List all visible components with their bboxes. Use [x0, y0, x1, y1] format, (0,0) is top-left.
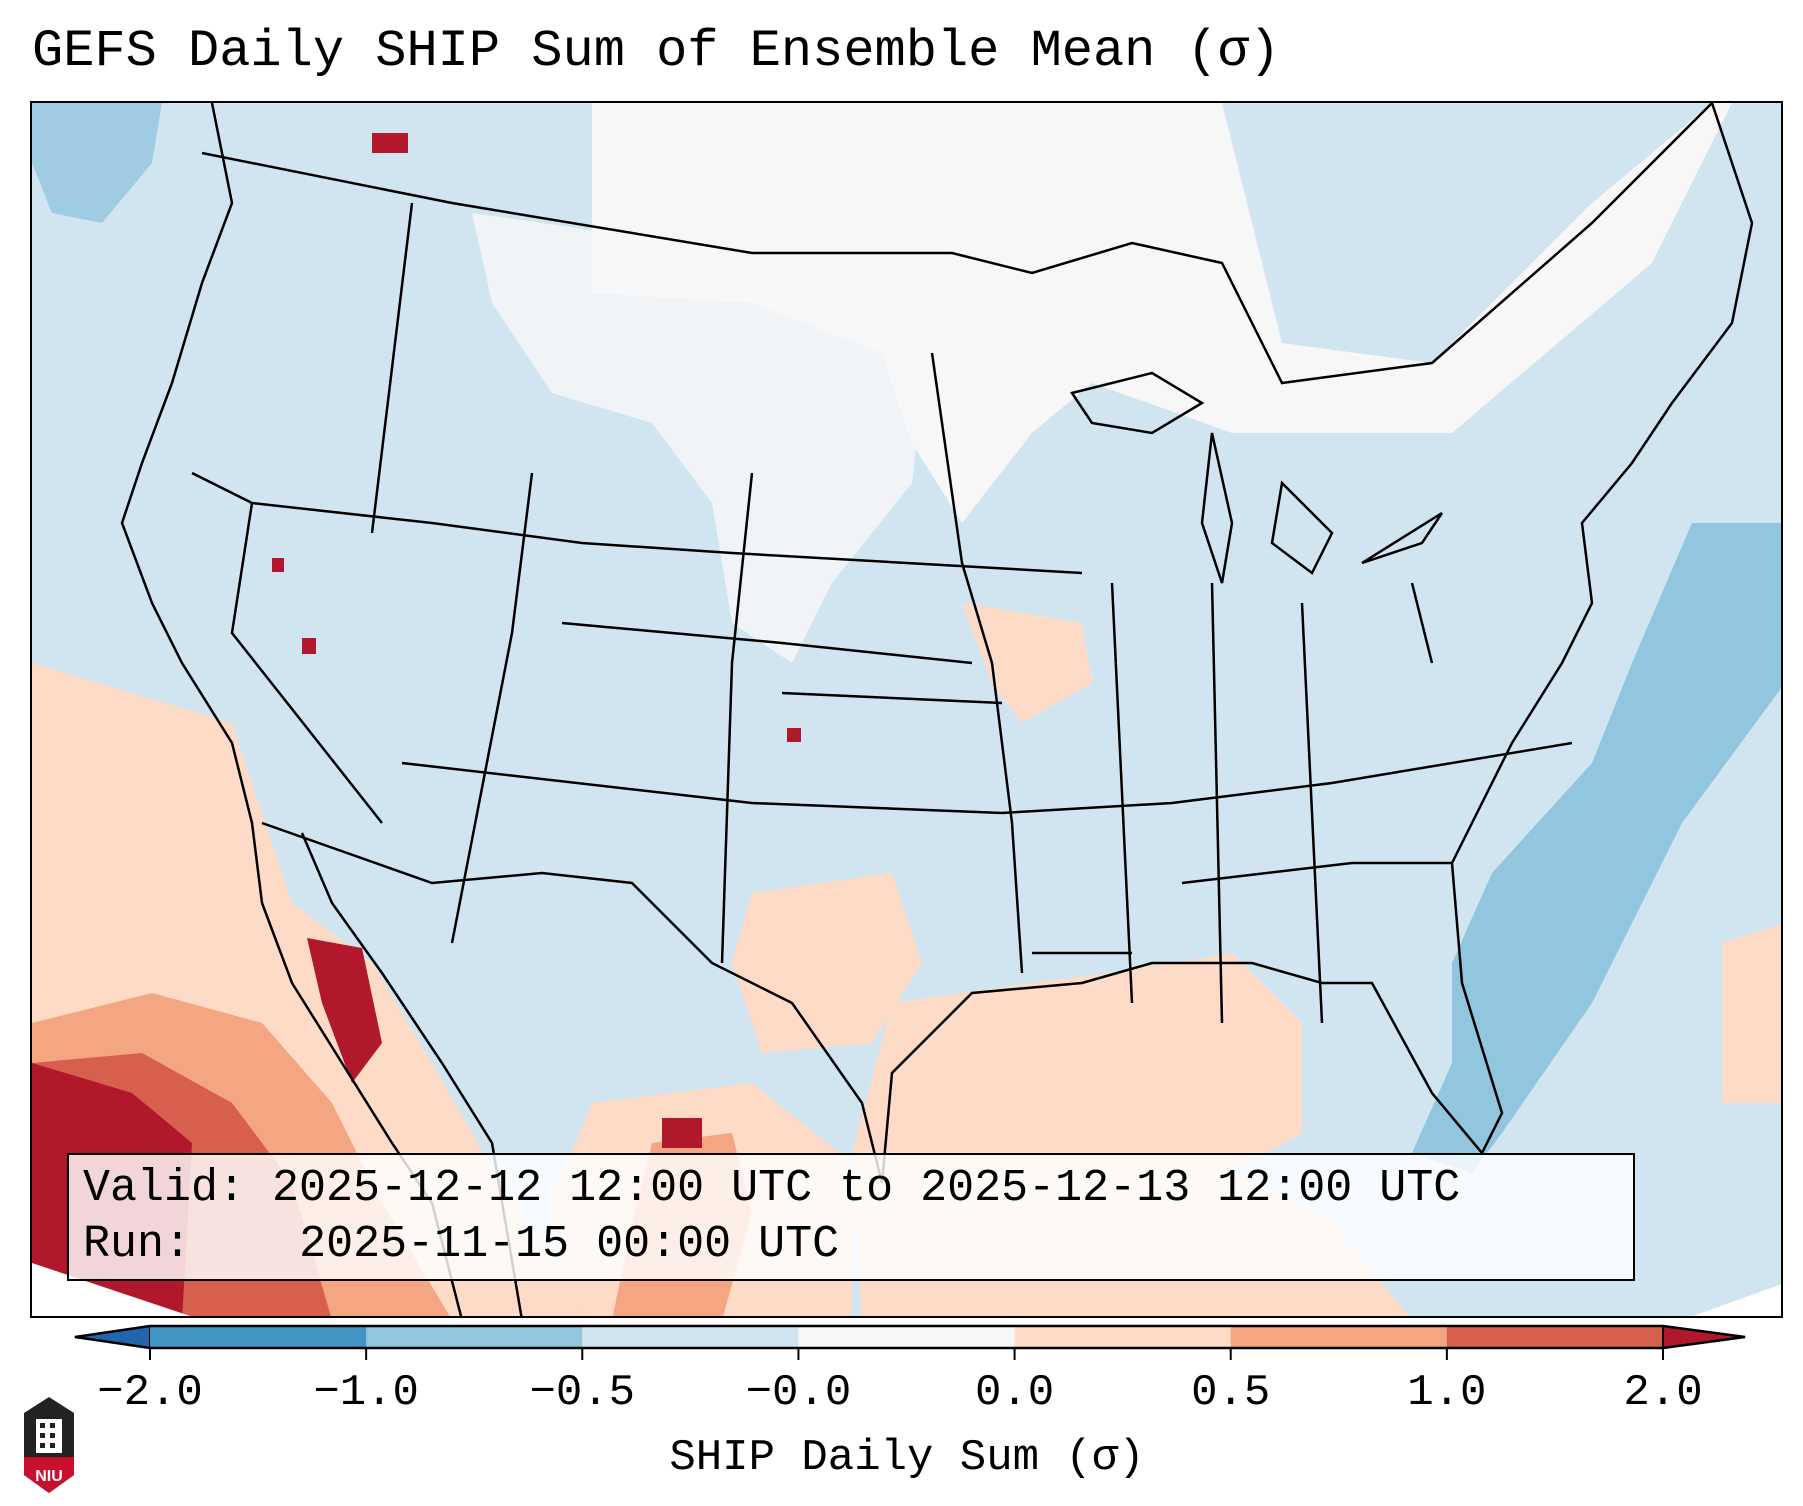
colorbar-tick-label: −0.0	[745, 1368, 852, 1418]
validity-info-box: Valid: 2025-12-12 12:00 UTC to 2025-12-1…	[67, 1153, 1635, 1281]
coastlines-and-borders	[120, 103, 1754, 1316]
colorbar-tick-label: −1.0	[313, 1368, 419, 1418]
colorbar-tick-label: 2.0	[1623, 1368, 1703, 1418]
colorbar-bin	[366, 1326, 583, 1348]
niu-logo: NIU	[24, 1397, 74, 1493]
colorbar-label: SHIP Daily Sum (σ)	[669, 1433, 1145, 1483]
svg-text:NIU: NIU	[35, 1468, 63, 1485]
positive-region-gulf-of-california	[307, 938, 382, 1083]
colorbar-bin	[1230, 1326, 1448, 1348]
positive-region-east-pacific	[1722, 924, 1781, 1103]
colorbar-tick-label: −0.5	[529, 1368, 636, 1418]
negative-region-pacific-nw	[32, 103, 162, 223]
colorbar-extend-high	[1662, 1324, 1746, 1350]
colorbar-bin	[582, 1326, 799, 1348]
map-panel	[30, 101, 1783, 1318]
us-east-coast	[1450, 103, 1754, 864]
positive-cell	[272, 558, 284, 572]
valid-value: 2025-12-12 12:00 UTC to 2025-12-13 12:00…	[272, 1163, 1461, 1214]
colorbar-extend-low	[74, 1324, 151, 1350]
us-canada-border	[201, 103, 1713, 385]
colorbar-tick-label: −2.0	[97, 1368, 203, 1418]
outside-projection	[1693, 1284, 1781, 1316]
positive-cell	[787, 728, 801, 742]
positive-cell	[372, 133, 408, 153]
colorbar-bin	[798, 1326, 1016, 1348]
gulf-coast	[880, 862, 1504, 1184]
colorbar	[74, 1324, 1746, 1360]
colorbar-bin	[1014, 1326, 1232, 1348]
us-west-coast	[120, 103, 264, 904]
positive-cell	[302, 638, 316, 654]
neutral-region-canada	[592, 103, 1732, 523]
run-label: Run:	[83, 1219, 192, 1270]
positive-region-texas	[732, 873, 922, 1053]
colorbar-tick-label: 0.5	[1191, 1368, 1271, 1418]
valid-label: Valid:	[83, 1163, 246, 1214]
great-lakes	[1069, 371, 1444, 584]
state-line	[191, 202, 1573, 1024]
chart-title: GEFS Daily SHIP Sum of Ensemble Mean (σ)	[32, 22, 1281, 81]
colorbar-tick-label: 0.0	[974, 1368, 1055, 1418]
neutral-region-plains	[472, 213, 932, 663]
colorbar-bin	[1446, 1326, 1664, 1348]
colorbar-tick-label: 1.0	[1407, 1368, 1487, 1418]
us-mexico-border	[261, 821, 884, 1184]
positive-cell	[662, 1118, 702, 1148]
negative-region-atlantic	[1412, 523, 1781, 1173]
positive-region-missouri	[962, 603, 1092, 723]
heatmap-field	[32, 103, 1781, 1316]
run-value: 2025-11-15 00:00 UTC	[299, 1219, 840, 1270]
colorbar-bin	[150, 1326, 367, 1348]
